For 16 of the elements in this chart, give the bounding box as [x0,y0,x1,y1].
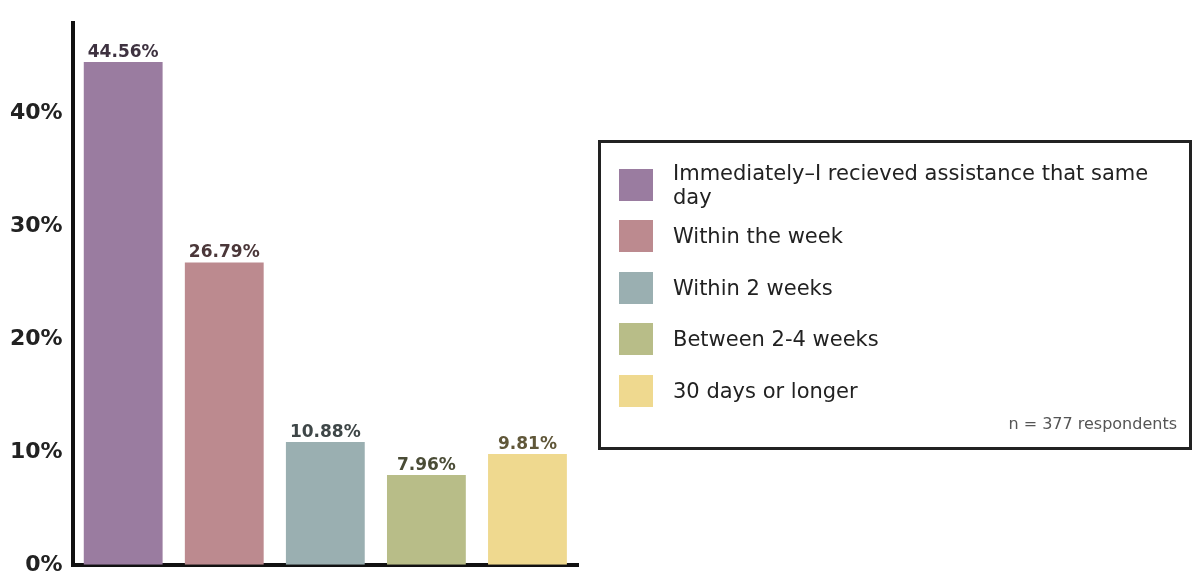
y-tick-label: 40% [9,99,63,125]
legend-label: 30 days or longer [673,378,858,403]
data-label: 10.88% [289,420,361,441]
legend-label: Between 2-4 weeks [673,327,879,352]
data-label: 26.79% [188,241,260,262]
y-tick-label: 30% [9,212,63,238]
data-label: 7.96% [396,453,456,474]
legend-label: Immediately–I recieved assistance that same day [673,160,1150,209]
data-label: 44.56% [87,40,159,61]
legend-label: Within the week [673,224,843,249]
y-tick-label: 0% [25,550,63,576]
legend-label: Within 2 weeks [673,275,833,300]
text: n = 377 respondents [1008,414,1177,433]
y-tick-label: 20% [9,324,63,350]
y-tick-label: 10% [9,437,63,463]
data-label: 9.81% [497,433,557,454]
